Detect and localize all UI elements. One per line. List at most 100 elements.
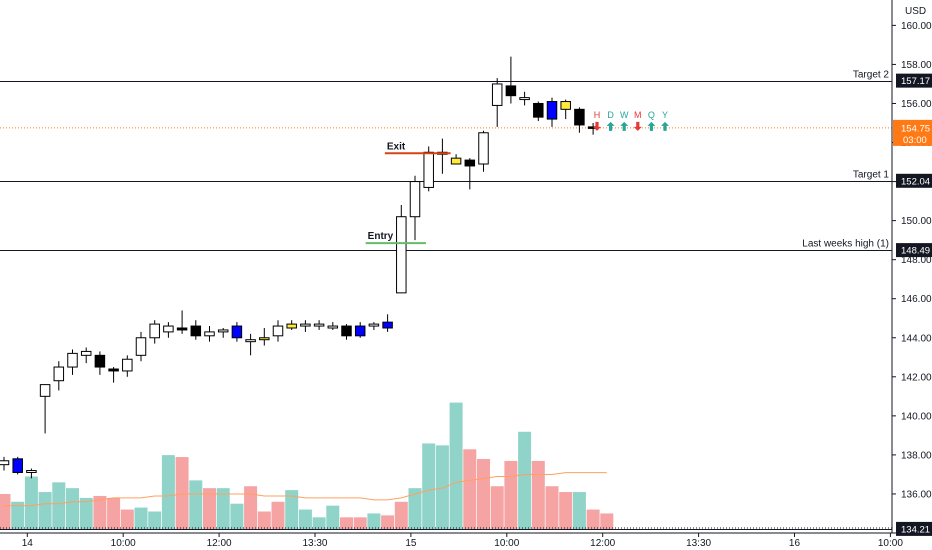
candle-body (546, 101, 558, 120)
volume-bar (353, 517, 367, 529)
candle-body (382, 321, 393, 329)
time-axis[interactable]: 14 10:00 12:00 13:30 15 10:00 12:00 13:30 16 10:0… (0, 527, 932, 549)
price-tick-label: 150.00 (901, 216, 932, 227)
candle-body (286, 323, 297, 329)
volume-bar (148, 511, 162, 529)
candle-body (300, 323, 311, 327)
volume-bar (93, 495, 107, 529)
candle-body (67, 352, 78, 368)
candle-body (94, 354, 106, 368)
volume-bar (161, 455, 175, 529)
price-badge-text: 134.21 (901, 524, 930, 535)
candle-body (423, 151, 434, 188)
price-tick-label: 158.00 (901, 60, 932, 71)
time-tick-label: 13:30 (686, 538, 711, 549)
candle-body (491, 83, 503, 106)
signal-letter: W (620, 110, 629, 120)
price-tick-label: 148.00 (901, 255, 932, 266)
countdown-text: 03:00 (903, 135, 927, 146)
volume-bar (463, 449, 477, 529)
volume-bar (312, 517, 326, 529)
volume-bar (52, 482, 66, 529)
arrow-down-icon (633, 121, 642, 131)
candle-body (26, 470, 37, 473)
volume-bar (531, 460, 545, 529)
volume-bar (257, 511, 271, 529)
volume-bar (24, 476, 38, 529)
candle-body (505, 85, 517, 97)
candle-body (396, 216, 407, 294)
time-tick-label: 10:00 (111, 538, 136, 549)
volume-bar (449, 402, 463, 529)
volume-bar (422, 443, 436, 529)
candle-body (149, 323, 160, 339)
signal-letter: Q (648, 110, 655, 120)
candle-body (272, 325, 284, 337)
volume-bar (203, 488, 216, 529)
price-tick-label: 144.00 (901, 333, 932, 344)
candle-body (313, 323, 325, 327)
candle-body (368, 323, 380, 327)
candle-body (464, 159, 476, 167)
volume-pane (0, 402, 614, 529)
candle-body (163, 325, 174, 333)
candle-body (39, 384, 51, 397)
candle-body (108, 368, 119, 372)
time-tick-label: 13:30 (302, 538, 327, 549)
candle-body (341, 325, 352, 337)
volume-bar (107, 497, 121, 529)
candle-body (53, 366, 65, 382)
candle-body (204, 331, 215, 337)
volume-bar (559, 492, 573, 529)
signal-letter: D (607, 110, 614, 120)
volume-bar (175, 457, 189, 529)
price-axis[interactable]: USD 136.00 138.00 140.00 142.00 144.00 146.00… (891, 0, 932, 550)
volume-bar (285, 490, 299, 529)
volume-bar (600, 513, 614, 529)
time-tick-label: 15 (405, 538, 417, 549)
volume-bar (545, 486, 559, 529)
volume-ma-line (4, 472, 607, 507)
level-label: Last weeks high (1) (802, 239, 889, 250)
volume-bar (216, 488, 230, 529)
price-axis-bg (892, 0, 932, 550)
price-tick-label: 138.00 (901, 450, 932, 461)
candle-body (231, 325, 243, 339)
candle-body (519, 97, 530, 101)
candle-body (560, 101, 571, 110)
volume-bar (271, 501, 285, 529)
candle-body (533, 102, 544, 118)
candle-body (354, 325, 366, 337)
volume-bar (490, 486, 504, 529)
volume-bar (572, 492, 586, 529)
time-tick-label: 12:00 (207, 538, 232, 549)
trade-annotations: Exit Entry (365, 141, 451, 245)
price-tick-label: 136.00 (901, 489, 932, 500)
last-price-text: 154.75 (901, 123, 930, 134)
volume-bar (504, 460, 518, 529)
time-ticks: 14 10:00 12:00 13:30 15 10:00 12:00 13:30 16 10:0… (22, 533, 903, 549)
arrow-up-icon (620, 121, 629, 131)
signal-letter: Y (662, 110, 668, 120)
price-badge-text: 148.49 (901, 246, 930, 257)
candle-body (327, 325, 339, 329)
volume-bar (11, 501, 25, 529)
volume-bar (394, 501, 408, 529)
time-tick-label: 10:00 (494, 538, 519, 549)
volume-bar (340, 517, 353, 529)
last-price-badge (893, 119, 932, 146)
price-badge (896, 73, 932, 88)
annotation-label: Entry (368, 231, 394, 242)
candles[interactable] (0, 56, 599, 479)
arrow-up-icon (606, 121, 615, 131)
arrow-up-icon (661, 121, 669, 131)
volume-bar (381, 515, 395, 529)
candle-body (135, 337, 147, 356)
volume-bar (326, 505, 340, 529)
volume-bar (189, 480, 203, 529)
volume-bar (367, 513, 381, 529)
signal-letter: M (634, 110, 642, 120)
volume-bar (66, 488, 79, 529)
